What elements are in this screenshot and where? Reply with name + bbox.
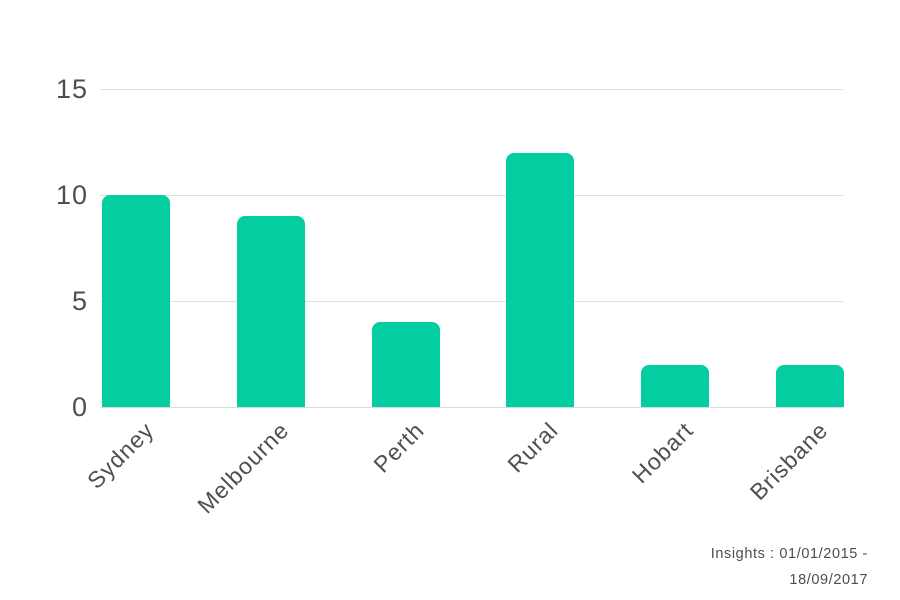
y-axis-tick-5: 5	[71, 286, 88, 316]
bar-sydney[interactable]	[102, 195, 170, 407]
gridline-10	[100, 195, 843, 196]
y-axis-tick-10: 10	[55, 180, 88, 210]
bar-brisbane[interactable]	[776, 364, 844, 407]
bar-hobart[interactable]	[641, 364, 710, 407]
x-axis-label-perth: Perth	[368, 416, 429, 478]
x-axis-label-melbourne: Melbourne	[192, 416, 295, 519]
x-axis-label-sydney: Sydney	[82, 416, 160, 494]
insights-date-range-line1: Insights : 01/01/2015 -	[710, 546, 868, 562]
insights-date-range: Insights : 01/01/2015 - 18/09/2017	[711, 541, 868, 593]
bar-rural[interactable]	[506, 152, 575, 407]
y-axis-tick-15: 15	[55, 74, 88, 104]
x-axis-label-hobart: Hobart	[626, 416, 699, 489]
x-axis-label-brisbane: Brisbane	[744, 416, 834, 506]
x-axis-label-rural: Rural	[502, 416, 564, 478]
gridline-5	[100, 301, 843, 302]
bar-melbourne[interactable]	[236, 216, 305, 407]
y-axis-tick-0: 0	[71, 392, 88, 422]
bar-perth[interactable]	[371, 322, 440, 407]
insights-date-range-line2: 18/09/2017	[789, 572, 868, 588]
gridline-0	[100, 407, 843, 408]
gridline-15	[100, 89, 843, 90]
